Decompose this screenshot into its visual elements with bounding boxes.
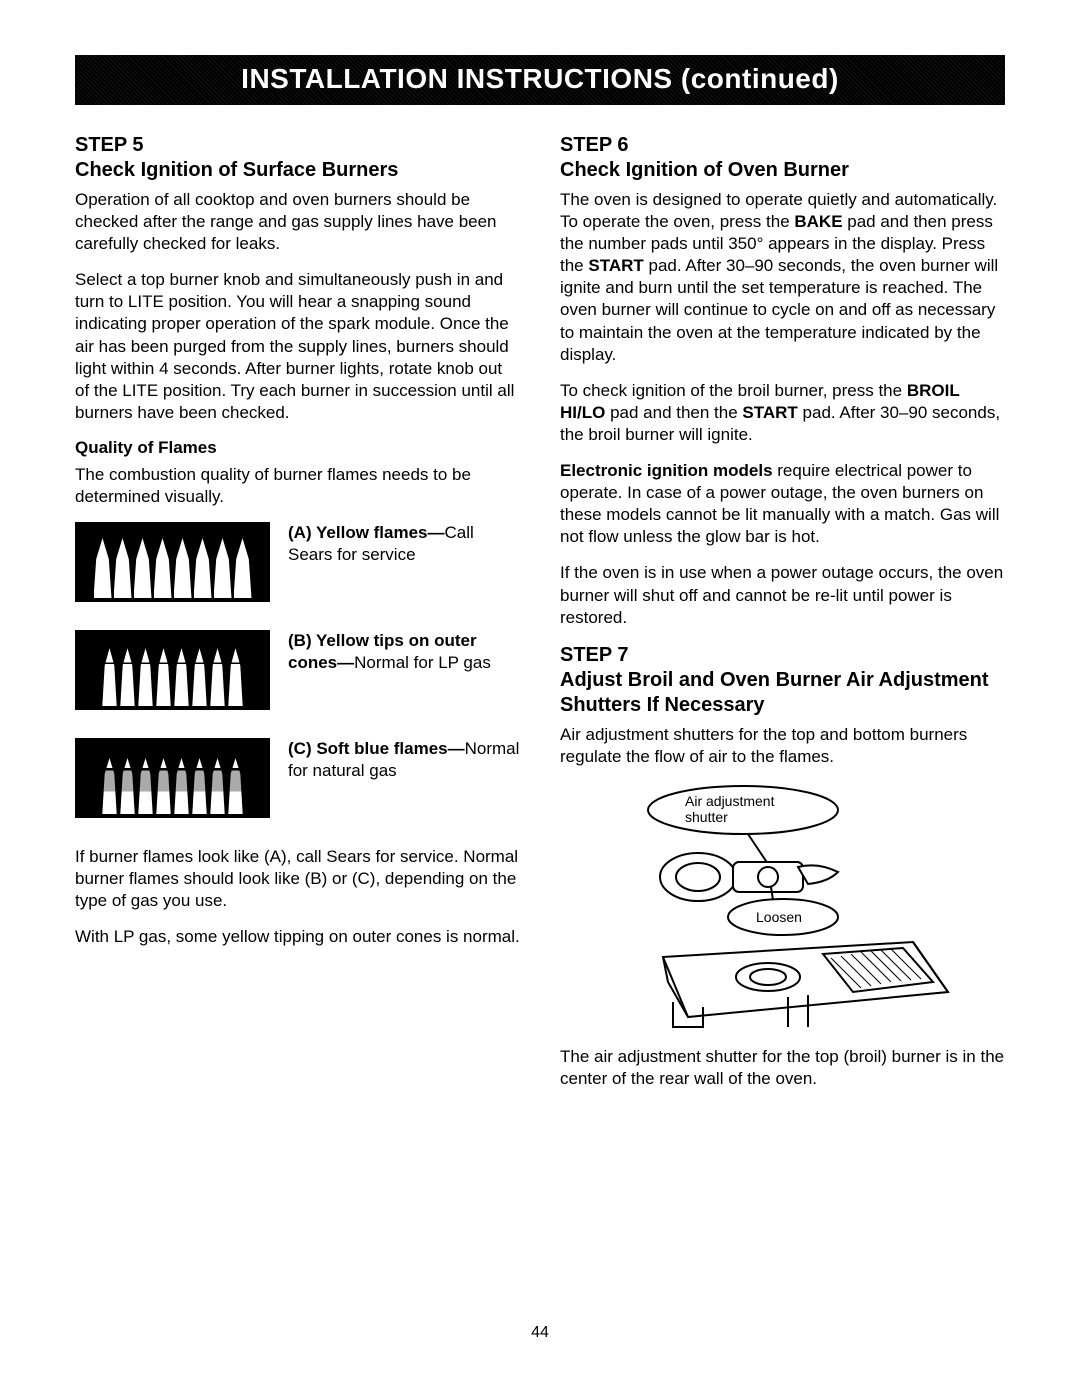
right-column: STEP 6 Check Ignition of Oven Burner The… <box>560 133 1005 1104</box>
two-column-layout: STEP 5 Check Ignition of Surface Burners… <box>75 133 1005 1104</box>
page-number: 44 <box>75 1324 1005 1342</box>
flame-row-a: (A) Yellow flames—Call Sears for service <box>75 522 520 602</box>
quality-p: The combustion quality of burner flames … <box>75 464 520 508</box>
flame-a-label: (A) Yellow flames— <box>288 523 445 542</box>
step5-p4: If burner flames look like (A), call Sea… <box>75 846 520 912</box>
quality-heading: Quality of Flames <box>75 438 520 458</box>
step6-heading: STEP 6 Check Ignition of Oven Burner <box>560 133 1005 183</box>
flame-caption-a: (A) Yellow flames—Call Sears for service <box>288 522 520 566</box>
step5-p2: Select a top burner knob and simultaneou… <box>75 269 520 424</box>
svg-text:shutter: shutter <box>685 809 728 825</box>
flame-illustration-a <box>75 522 270 602</box>
step5-heading: STEP 5 Check Ignition of Surface Burners <box>75 133 520 183</box>
flame-row-b: (B) Yellow tips on outer cones—Normal fo… <box>75 630 520 710</box>
page: INSTALLATION INSTRUCTIONS (continued) ST… <box>0 0 1080 1382</box>
flame-caption-c: (C) Soft blue flames—Normal for natural … <box>288 738 520 782</box>
section-banner: INSTALLATION INSTRUCTIONS (continued) <box>75 55 1005 105</box>
step5-p5: With LP gas, some yellow tipping on oute… <box>75 926 520 948</box>
step5-label: STEP 5 <box>75 134 144 156</box>
step6-title: Check Ignition of Oven Burner <box>560 159 849 181</box>
flame-row-c: (C) Soft blue flames—Normal for natural … <box>75 738 520 818</box>
step7-p2: The air adjustment shutter for the top (… <box>560 1046 1005 1090</box>
diagram-label-top: Air adjustment <box>685 793 775 809</box>
step6-p3: Electronic ignition models require elect… <box>560 460 1005 548</box>
shutter-diagram: Air adjustment shutter Loosen <box>613 782 953 1032</box>
left-column: STEP 5 Check Ignition of Surface Burners… <box>75 133 520 1104</box>
step6-label: STEP 6 <box>560 134 629 156</box>
flame-caption-b: (B) Yellow tips on outer cones—Normal fo… <box>288 630 520 674</box>
step7-heading: STEP 7 Adjust Broil and Oven Burner Air … <box>560 643 1005 718</box>
step6-p2: To check ignition of the broil burner, p… <box>560 380 1005 446</box>
flame-c-label: (C) Soft blue flames— <box>288 739 465 758</box>
step7-title: Adjust Broil and Oven Burner Air Adjustm… <box>560 669 989 716</box>
step7-label: STEP 7 <box>560 644 629 666</box>
flame-b-text: Normal for LP gas <box>354 653 491 672</box>
step6-p1: The oven is designed to operate quietly … <box>560 189 1005 366</box>
step5-title: Check Ignition of Surface Burners <box>75 159 398 181</box>
step6-p4: If the oven is in use when a power outag… <box>560 562 1005 628</box>
flame-illustration-c <box>75 738 270 818</box>
step7-p1: Air adjustment shutters for the top and … <box>560 724 1005 768</box>
flame-illustration-b <box>75 630 270 710</box>
diagram-label-loosen: Loosen <box>756 909 802 925</box>
step5-p1: Operation of all cooktop and oven burner… <box>75 189 520 255</box>
